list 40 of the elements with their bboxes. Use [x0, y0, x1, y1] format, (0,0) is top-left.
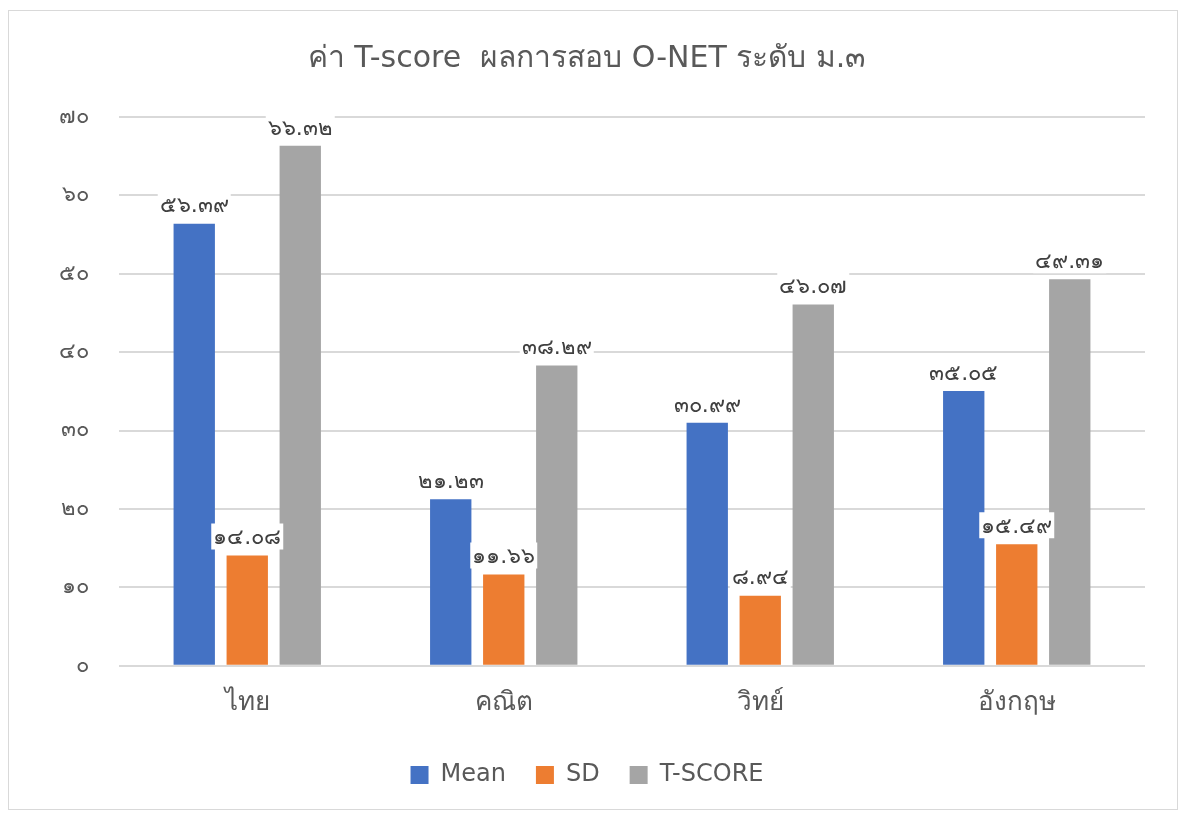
- x-tick-label: วิทย์: [736, 686, 784, 717]
- data-label: ๑๕.๔๙: [981, 513, 1053, 539]
- data-label: ๔๙.๓๑: [1035, 247, 1105, 273]
- bar: [536, 365, 578, 665]
- y-tick-label: ๑๐: [62, 573, 89, 599]
- bar: [943, 391, 985, 665]
- x-tick-label: คณิต: [474, 686, 533, 717]
- bar: [686, 422, 728, 665]
- bar: [739, 595, 781, 665]
- chart-title: ค่า T-score ผลการสอบ O-NET ระดับ ม.๓: [307, 38, 867, 74]
- y-tick-label: ๗๐: [59, 102, 89, 128]
- y-tick-label: ๖๐: [62, 181, 89, 207]
- data-label: ๔๖.๐๗: [779, 273, 848, 299]
- y-tick-label: ๔๐: [59, 337, 89, 363]
- data-label: ๓๘.๒๙: [521, 334, 592, 360]
- bar: [226, 555, 268, 665]
- y-tick-label: ๕๐: [59, 259, 89, 285]
- bar: [483, 574, 525, 665]
- bar: [279, 145, 321, 665]
- data-label: ๘.๙๔: [731, 564, 789, 590]
- y-tick-label: ๐: [76, 651, 89, 677]
- data-label: ๑๑.๖๖: [472, 543, 536, 569]
- bar: [996, 544, 1038, 665]
- legend-label: T-SCORE: [658, 759, 764, 788]
- data-label: ๕๖.๓๙: [159, 192, 229, 218]
- x-tick-label: อังกฤษ: [977, 686, 1056, 717]
- data-label: ๓๕.๐๕: [929, 359, 999, 385]
- legend-label: SD: [565, 759, 600, 788]
- bar: [792, 304, 834, 665]
- data-label: ๒๑.๒๓: [417, 468, 484, 494]
- data-label: ๑๔.๐๘: [213, 524, 282, 550]
- data-label: ๖๖.๓๒: [267, 114, 333, 140]
- x-tick-label: ไทย: [222, 686, 270, 717]
- bar: [173, 223, 215, 665]
- bar: [430, 499, 472, 665]
- y-tick-label: ๓๐: [61, 416, 89, 442]
- y-tick-label: ๒๐: [61, 494, 89, 520]
- bar: [1049, 279, 1091, 665]
- legend-label: Mean: [440, 759, 506, 788]
- data-label: ๓๐.๙๙: [673, 391, 741, 417]
